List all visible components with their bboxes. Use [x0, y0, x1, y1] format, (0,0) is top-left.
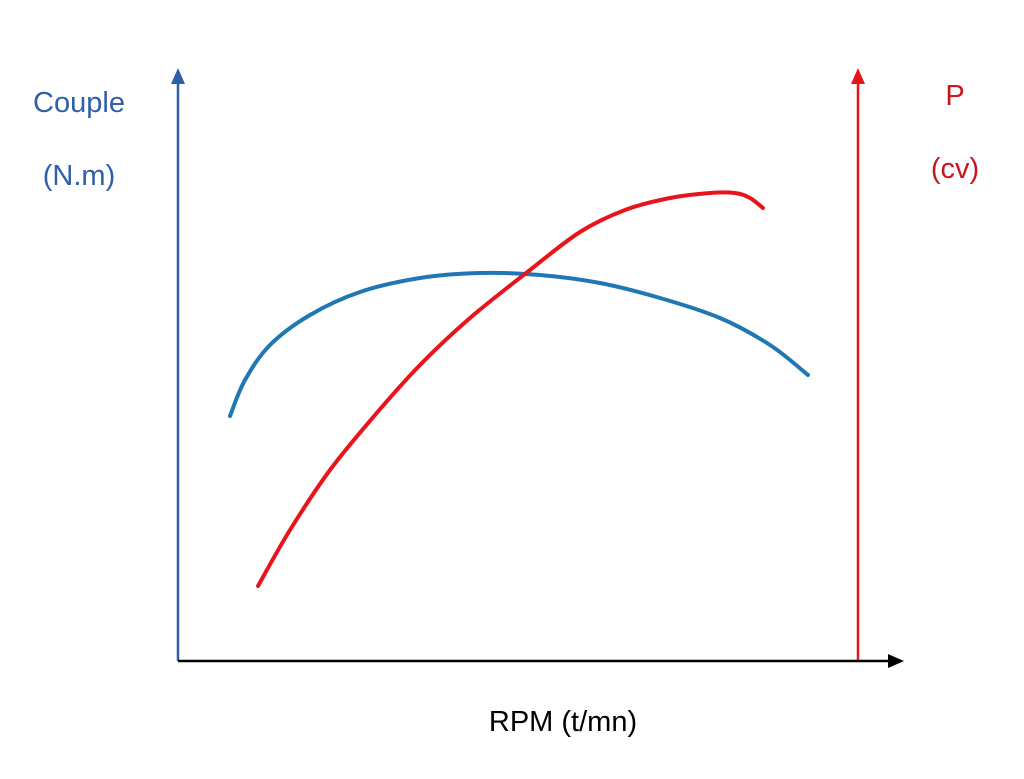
rpm-x-axis-arrowhead — [888, 654, 904, 668]
torque-y-axis-arrowhead — [171, 68, 185, 84]
power-curve — [256, 190, 765, 588]
torque-axis-label-line2: (N.m) — [43, 160, 115, 192]
power-axis-label-line1: P — [945, 80, 964, 112]
power-y-axis-arrowhead — [851, 68, 865, 84]
rpm-axis-label: RPM (t/mn) — [489, 706, 637, 738]
torque-curve — [228, 270, 810, 418]
power-axis-label-line2: (cv) — [931, 153, 979, 185]
torque-axis-label-line1: Couple — [33, 87, 125, 119]
